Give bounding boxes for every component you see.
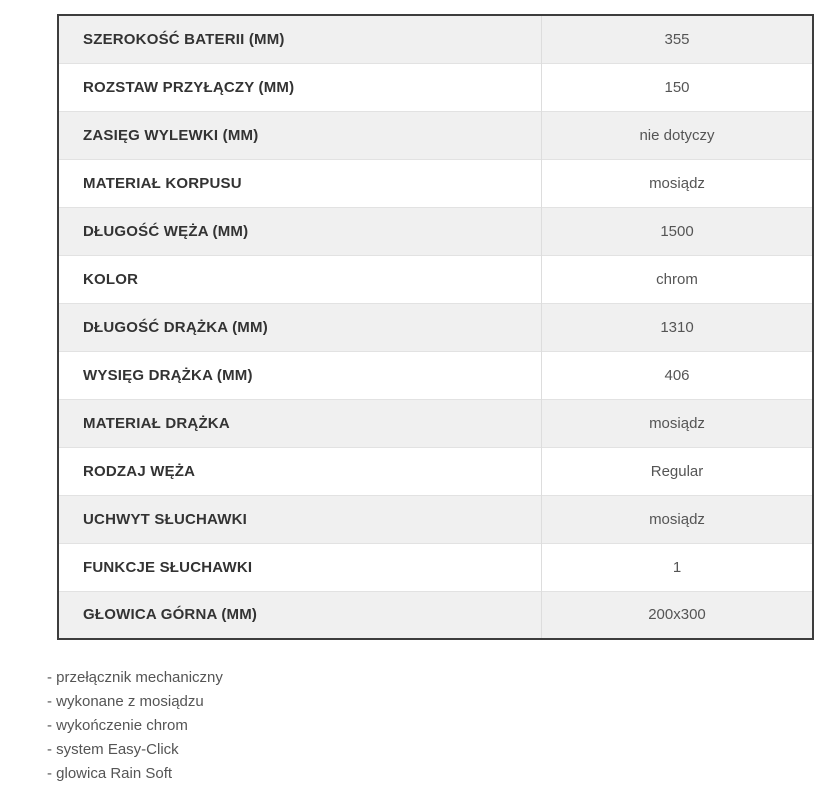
spec-label: SZEROKOŚĆ BATERII (MM): [58, 14, 542, 63]
specifications-table: SZEROKOŚĆ BATERII (MM) 355 ROZSTAW PRZYŁ…: [57, 14, 814, 640]
spec-value: nie dotyczy: [541, 110, 813, 159]
spec-label: MATERIAŁ KORPUSU: [58, 158, 542, 207]
spec-label: FUNKCJE SŁUCHAWKI: [58, 542, 542, 591]
spec-row: UCHWYT SŁUCHAWKI mosiądz: [58, 494, 813, 543]
spec-value: mosiądz: [541, 494, 813, 543]
spec-label: GŁOWICA GÓRNA (MM): [58, 590, 542, 639]
spec-row: ZASIĘG WYLEWKI (MM) nie dotyczy: [58, 110, 813, 159]
spec-value: chrom: [541, 254, 813, 303]
feature-item: - wykończenie chrom: [47, 717, 188, 734]
spec-row: WYSIĘG DRĄŻKA (MM) 406: [58, 350, 813, 399]
spec-label: WYSIĘG DRĄŻKA (MM): [58, 350, 542, 399]
spec-value: 406: [541, 350, 813, 399]
specifications-table-body: SZEROKOŚĆ BATERII (MM) 355 ROZSTAW PRZYŁ…: [58, 14, 813, 639]
spec-row: SZEROKOŚĆ BATERII (MM) 355: [58, 14, 813, 63]
spec-label: RODZAJ WĘŻA: [58, 446, 542, 495]
spec-label: DŁUGOŚĆ WĘŻA (MM): [58, 206, 542, 255]
spec-value: 200x300: [541, 590, 813, 639]
spec-row: DŁUGOŚĆ WĘŻA (MM) 1500: [58, 206, 813, 255]
spec-row: MATERIAŁ KORPUSU mosiądz: [58, 158, 813, 207]
spec-value: 1500: [541, 206, 813, 255]
features-list: - przełącznik mechaniczny - wykonane z m…: [47, 666, 223, 786]
spec-label: MATERIAŁ DRĄŻKA: [58, 398, 542, 447]
spec-label: ROZSTAW PRZYŁĄCZY (MM): [58, 62, 542, 111]
spec-row: FUNKCJE SŁUCHAWKI 1: [58, 542, 813, 591]
feature-item: - wykonane z mosiądzu: [47, 693, 204, 710]
spec-row: DŁUGOŚĆ DRĄŻKA (MM) 1310: [58, 302, 813, 351]
spec-label: KOLOR: [58, 254, 542, 303]
spec-label: DŁUGOŚĆ DRĄŻKA (MM): [58, 302, 542, 351]
feature-item: - system Easy-Click: [47, 741, 179, 758]
spec-value: Regular: [541, 446, 813, 495]
spec-row: ROZSTAW PRZYŁĄCZY (MM) 150: [58, 62, 813, 111]
spec-value: 355: [541, 14, 813, 63]
spec-row: GŁOWICA GÓRNA (MM) 200x300: [58, 590, 813, 639]
spec-row: KOLOR chrom: [58, 254, 813, 303]
spec-value: 1310: [541, 302, 813, 351]
spec-value: mosiądz: [541, 158, 813, 207]
spec-label: UCHWYT SŁUCHAWKI: [58, 494, 542, 543]
spec-row: RODZAJ WĘŻA Regular: [58, 446, 813, 495]
feature-item: - przełącznik mechaniczny: [47, 669, 223, 686]
spec-label: ZASIĘG WYLEWKI (MM): [58, 110, 542, 159]
spec-value: 150: [541, 62, 813, 111]
spec-value: 1: [541, 542, 813, 591]
feature-item: - glowica Rain Soft: [47, 765, 173, 782]
spec-row: MATERIAŁ DRĄŻKA mosiądz: [58, 398, 813, 447]
spec-value: mosiądz: [541, 398, 813, 447]
